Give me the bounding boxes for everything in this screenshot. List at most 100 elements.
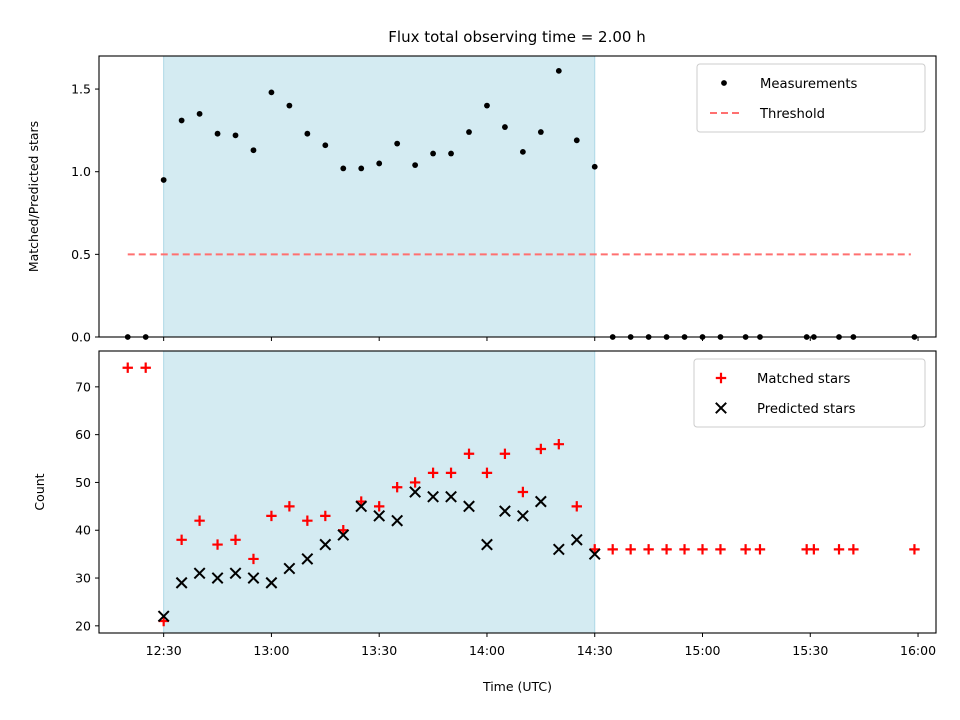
predicted-starspoint: [588, 548, 601, 561]
predicted-starspoint: [516, 509, 529, 522]
predicted-starspoint: [481, 538, 493, 551]
measurementspoint: [214, 130, 221, 137]
predicted-starspoint: [337, 529, 350, 541]
count-shaded-interval: [163, 350, 596, 634]
count-plot-frame: [98, 350, 937, 634]
matched-starspoint: [499, 448, 511, 459]
count-legend-label: Matched stars: [757, 372, 850, 387]
matched-starspoint: [122, 362, 133, 373]
measurementspoint: [412, 162, 419, 168]
matched-starspoint: [481, 467, 493, 479]
count-x-tick-label: 13:00: [253, 643, 289, 658]
matched-starspoint: [571, 501, 582, 512]
ratio-legend-label: Threshold: [759, 107, 825, 122]
matched-starspoint: [320, 510, 331, 522]
predicted-starspoint: [265, 576, 278, 589]
matched-starspoint: [715, 544, 726, 555]
matched-starspoint: [553, 439, 565, 450]
measurementspoint: [340, 165, 347, 172]
matched-starspoint: [661, 544, 672, 555]
predicted-starspoint: [157, 610, 170, 623]
ratio-y-tick-label: 1.0: [71, 164, 91, 179]
measurementspoint: [232, 132, 239, 139]
count-x-axis-label: Time (UTC): [482, 679, 552, 694]
matched-starspoint: [517, 486, 529, 498]
measurementspoint: [502, 124, 508, 130]
predicted-starspoint: [211, 572, 224, 584]
matched-starspoint: [176, 534, 187, 545]
predicted-starspoint: [283, 562, 296, 575]
matched-starspoint: [909, 544, 920, 555]
count-x-tick-label: 16:00: [900, 643, 936, 658]
count-y-tick-label: 60: [75, 427, 91, 442]
predicted-starspoint: [534, 495, 547, 508]
matched-starspoint: [302, 515, 313, 526]
matched-starspoint: [625, 544, 636, 555]
ratio-y-tick-label: 0.0: [71, 330, 91, 345]
count-legend-item[interactable]: Predicted stars: [715, 402, 856, 417]
matched-starspoint: [284, 501, 295, 512]
ratio-legend-box: [696, 63, 926, 133]
measurementspoint: [519, 148, 526, 155]
count-y-axis-label: Count: [32, 473, 47, 510]
ratio-shaded-interval: [163, 55, 596, 338]
predicted-starspoint: [175, 576, 188, 589]
ratio-legend-label: Measurements: [760, 77, 858, 92]
count-legend-marker: [715, 402, 727, 414]
measurementspoint: [286, 102, 293, 109]
count-legend-box: [693, 358, 926, 428]
predicted-starspoint: [319, 538, 332, 551]
count-y-tick-label: 30: [75, 571, 91, 586]
count-axis-ticks: 20 30 40 50 60 70 12:30 13:00 13:30 14:00 14:30 15:…: [75, 379, 936, 658]
matched-starspoint: [194, 515, 205, 526]
matched-starspoint: [697, 544, 708, 555]
count-x-tick-label: 15:00: [684, 643, 720, 658]
count-x-tick-label: 15:30: [792, 643, 828, 658]
ratio-legend-marker: [721, 80, 727, 86]
matched-starspoint: [848, 544, 859, 555]
count-x-tick-label: 14:30: [577, 643, 613, 658]
measurementspoint: [304, 130, 311, 137]
chart-title: Flux total observing time = 2.00 h: [388, 28, 645, 46]
predicted-starspoint: [570, 533, 583, 546]
matched-starspoint: [754, 544, 766, 555]
count-legend-item[interactable]: Matched stars: [715, 372, 851, 387]
ratio-legend[interactable]: Measurements Threshold: [696, 63, 926, 133]
measurementspoint: [268, 89, 275, 96]
matched-starspoint: [445, 467, 457, 479]
ratio-legend-item[interactable]: Threshold: [710, 107, 825, 122]
predicted-starspoint: [355, 500, 368, 513]
matched-starspoint: [373, 501, 385, 512]
count-x-tick-label: 14:00: [469, 643, 505, 658]
measurementspoint: [394, 140, 401, 147]
measurementspoint: [537, 129, 544, 135]
measurementspoint: [555, 67, 562, 74]
matched-starspoint: [679, 544, 690, 555]
ratio-y-tick-label: 1.5: [71, 82, 91, 97]
matched-starspoint: [808, 544, 820, 555]
ratio-axis-ticks: 0.0 0.5 1.0 1.5: [71, 82, 919, 345]
predicted-starspoint: [445, 490, 457, 503]
measurementspoint: [448, 150, 454, 157]
matched-starspoint: [140, 362, 151, 373]
predicted-starspoint: [229, 567, 242, 580]
matched-starspoint: [230, 534, 241, 545]
count-legend-marker: [715, 372, 727, 384]
matched-starspoint: [248, 553, 259, 565]
predicted-starspoint: [391, 514, 404, 527]
count-y-tick-label: 50: [75, 475, 91, 490]
count-x-tick-label: 13:30: [361, 643, 397, 658]
matched-starspoint: [212, 539, 223, 550]
matched-starspoint: [463, 448, 475, 459]
matched-starspoint: [607, 544, 618, 555]
measurementspoint: [196, 110, 203, 117]
predicted-starspoint: [463, 500, 475, 513]
count-legend[interactable]: Matched stars Predicted stars: [693, 358, 926, 428]
matched-starspoint: [833, 544, 845, 555]
measurementspoint: [178, 117, 185, 124]
measurementspoint: [160, 177, 167, 183]
ratio-legend-item[interactable]: Measurements: [721, 77, 858, 92]
predicted-starspoint: [301, 553, 314, 565]
matched-starspoint: [427, 467, 439, 479]
